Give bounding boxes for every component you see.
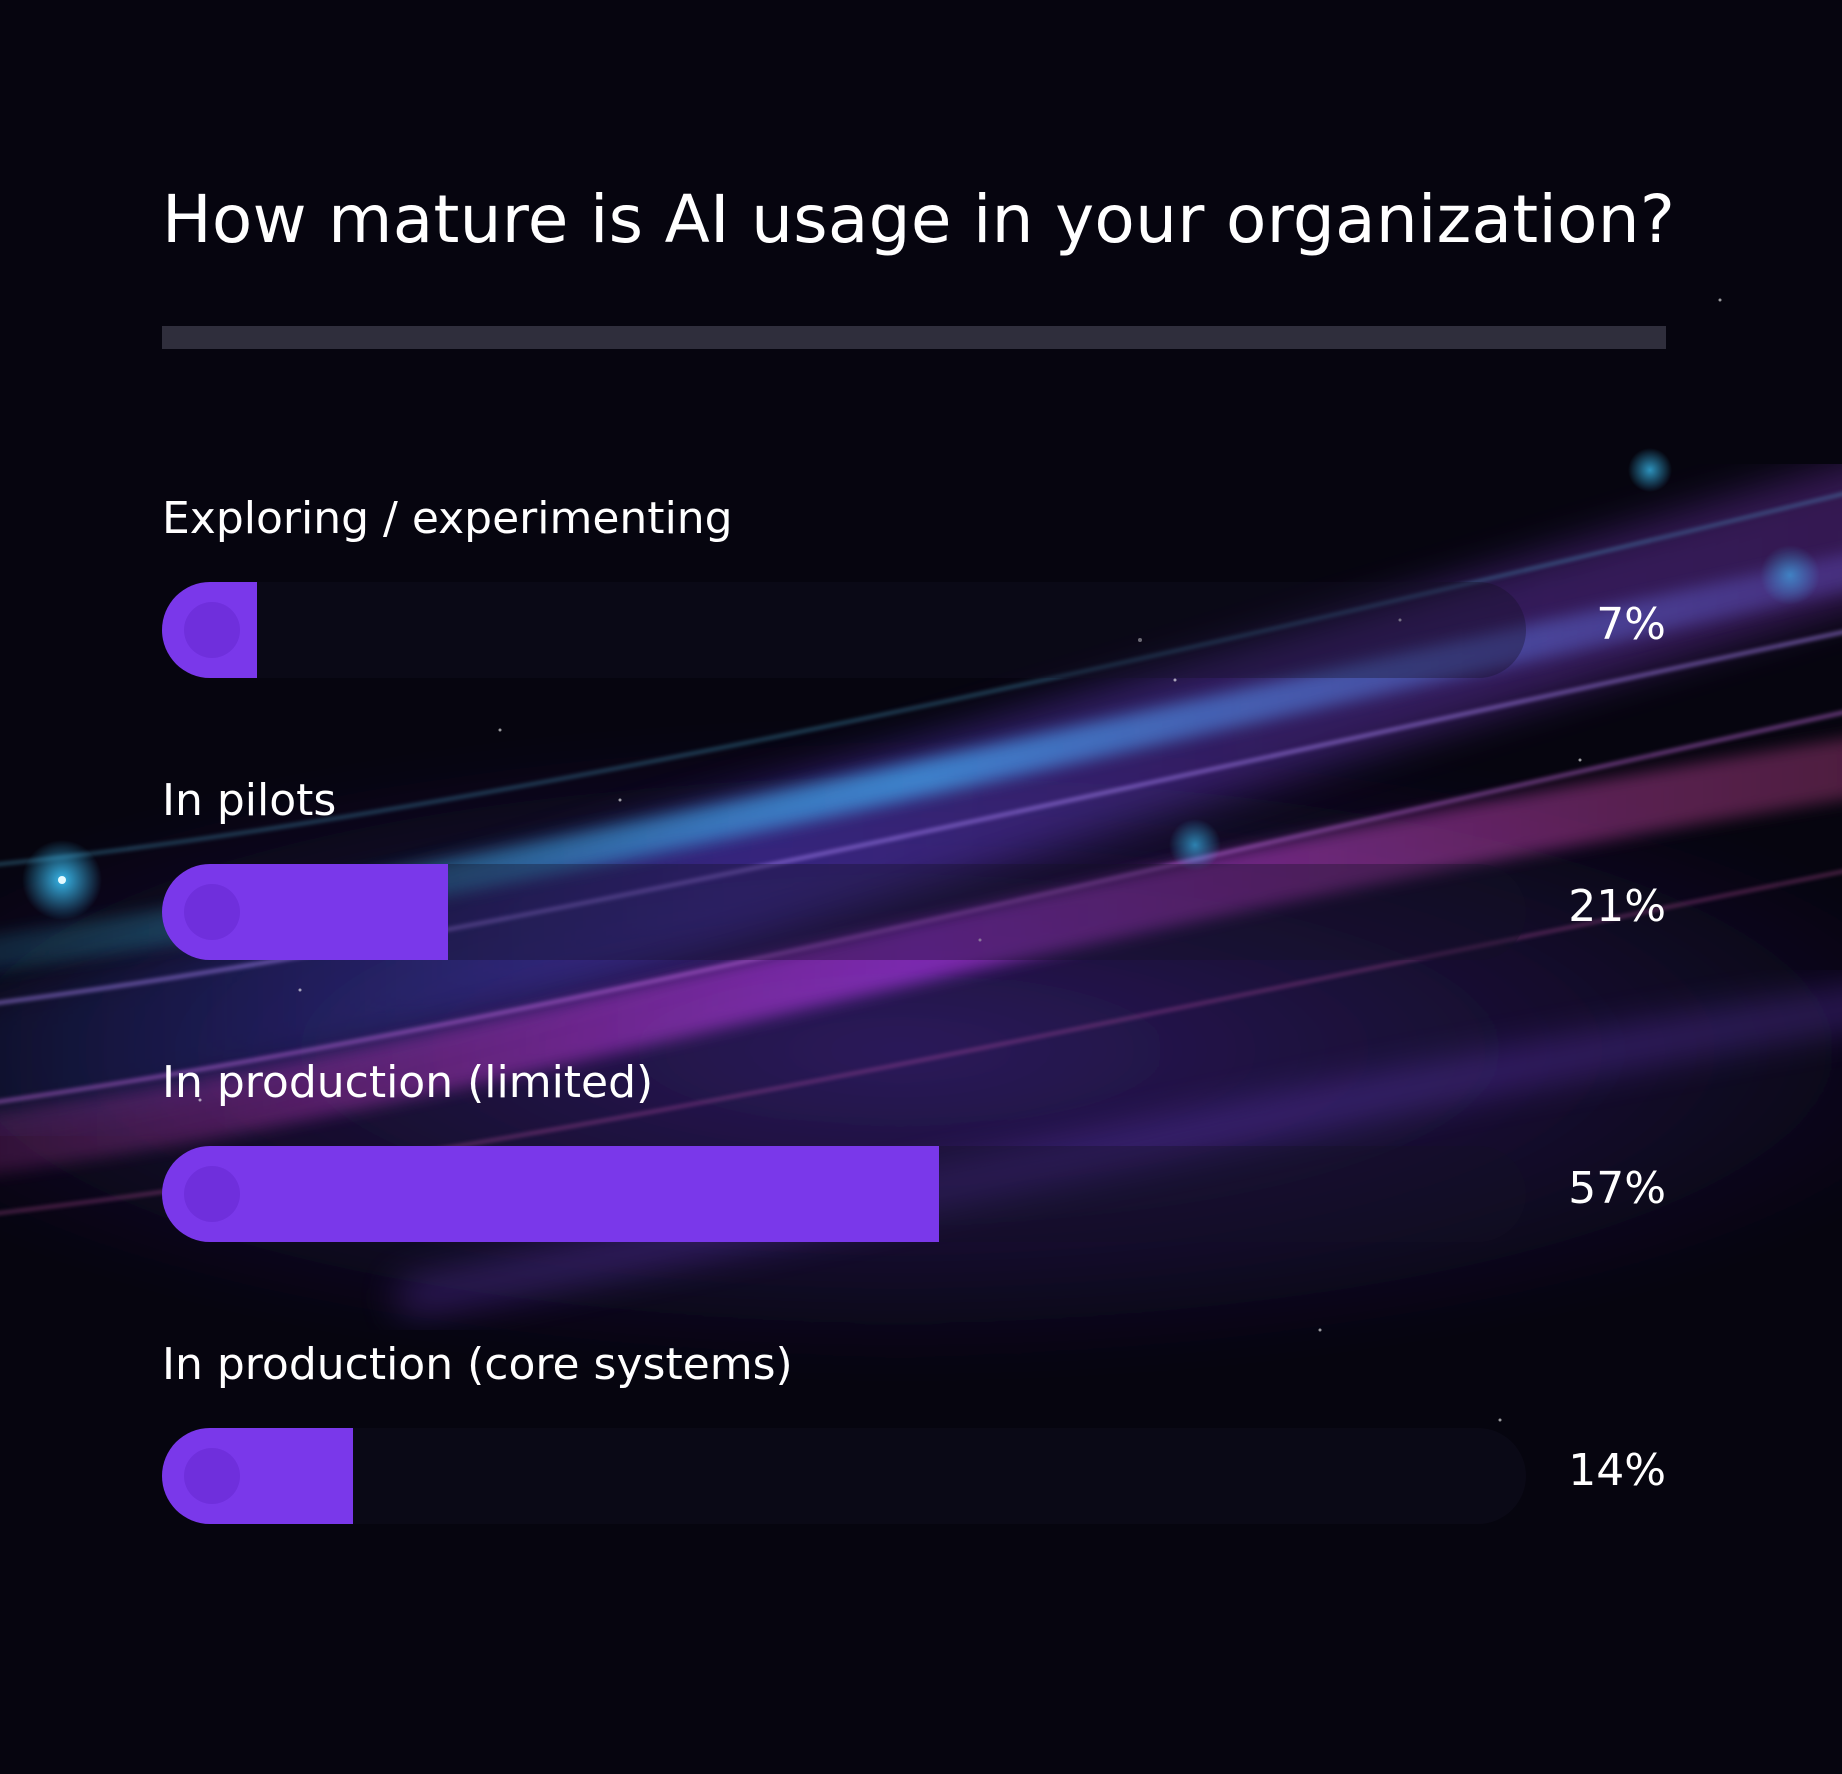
percentage-label: 7%: [1596, 599, 1666, 650]
bar-track: [162, 1146, 1526, 1242]
poll-option: In production (limited) 57%: [162, 1057, 1666, 1277]
title-divider: [162, 326, 1666, 349]
bar: [162, 1146, 939, 1242]
option-label: Exploring / experimenting: [162, 493, 733, 544]
option-label: In production (limited): [162, 1057, 654, 1108]
option-label: In production (core systems): [162, 1339, 793, 1390]
poll-option: In production (core systems) 14%: [162, 1339, 1666, 1559]
bar: [162, 582, 257, 678]
bar-track: [162, 582, 1526, 678]
bar-track: [162, 1428, 1526, 1524]
bar-circle-icon: [184, 1448, 240, 1504]
bar: [162, 1428, 353, 1524]
bar-circle-icon: [184, 884, 240, 940]
poll-option: Exploring / experimenting 7%: [162, 493, 1666, 713]
poll-option: In pilots 21%: [162, 775, 1666, 995]
bar-circle-icon: [184, 1166, 240, 1222]
bar-track: [162, 864, 1526, 960]
bar: [162, 864, 448, 960]
option-label: In pilots: [162, 775, 337, 826]
bar-circle-icon: [184, 602, 240, 658]
percentage-label: 57%: [1568, 1163, 1666, 1214]
percentage-label: 14%: [1568, 1445, 1666, 1496]
poll-title: How mature is AI usage in your organizat…: [162, 181, 1676, 258]
percentage-label: 21%: [1568, 881, 1666, 932]
